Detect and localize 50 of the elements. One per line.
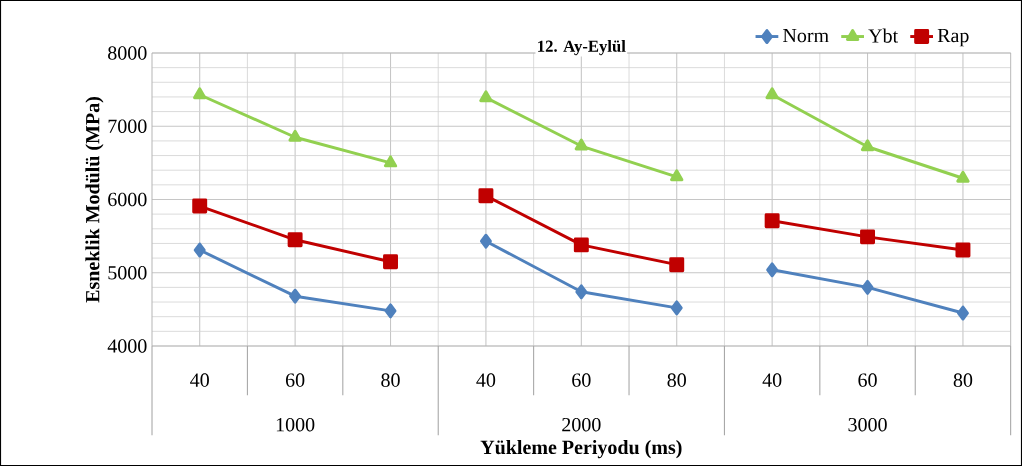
point bbox=[575, 284, 588, 300]
x-tick-label: 40 bbox=[476, 373, 496, 387]
legend-label: Norm bbox=[783, 28, 829, 43]
point bbox=[383, 254, 398, 270]
x-tick-label: 60 bbox=[572, 373, 591, 387]
point bbox=[860, 229, 876, 245]
point bbox=[766, 262, 779, 278]
point bbox=[384, 303, 397, 319]
x-tick-label: 60 bbox=[858, 373, 877, 387]
point bbox=[193, 87, 207, 100]
y-tick-label: 4000 bbox=[107, 339, 147, 353]
x-tick-label: 60 bbox=[285, 373, 305, 387]
text: 1000 bbox=[276, 417, 315, 432]
point bbox=[479, 90, 493, 103]
point bbox=[479, 233, 492, 249]
point bbox=[764, 213, 780, 229]
y-tick-label: 6000 bbox=[108, 192, 147, 207]
x-axis-title: Yükleme Periyodu (ms) bbox=[480, 440, 682, 459]
x-tick-label: 80 bbox=[667, 373, 686, 387]
point bbox=[383, 155, 398, 168]
point bbox=[478, 188, 494, 204]
point bbox=[670, 300, 683, 316]
point bbox=[956, 305, 969, 321]
point bbox=[573, 237, 589, 253]
y-tick-label: 7000 bbox=[108, 119, 147, 133]
point bbox=[289, 288, 302, 304]
x-tick-label: 40 bbox=[762, 373, 782, 387]
y-axis-title: Esneklik Modülü (MPa) bbox=[85, 97, 104, 303]
point bbox=[287, 232, 303, 248]
point bbox=[956, 170, 970, 183]
x-tick-label: 80 bbox=[953, 373, 973, 387]
point bbox=[192, 198, 208, 214]
x-tick-label: 40 bbox=[190, 373, 209, 387]
point bbox=[193, 242, 206, 258]
point bbox=[765, 87, 779, 100]
point bbox=[574, 138, 588, 151]
text: 3000 bbox=[848, 417, 887, 432]
legend-label: Ybt bbox=[868, 28, 899, 43]
point bbox=[860, 139, 875, 152]
y-tick-label: 8000 bbox=[108, 46, 147, 60]
point bbox=[955, 242, 971, 258]
x-tick-label: 80 bbox=[381, 373, 400, 387]
text: 2000 bbox=[562, 417, 601, 432]
chart-title: 12. Ay-Eylül bbox=[538, 40, 626, 56]
y-tick-label: 5000 bbox=[108, 265, 147, 280]
point bbox=[669, 257, 685, 273]
legend-label: Rap bbox=[937, 28, 969, 47]
point bbox=[288, 129, 302, 142]
point bbox=[861, 279, 874, 295]
point bbox=[670, 169, 684, 182]
